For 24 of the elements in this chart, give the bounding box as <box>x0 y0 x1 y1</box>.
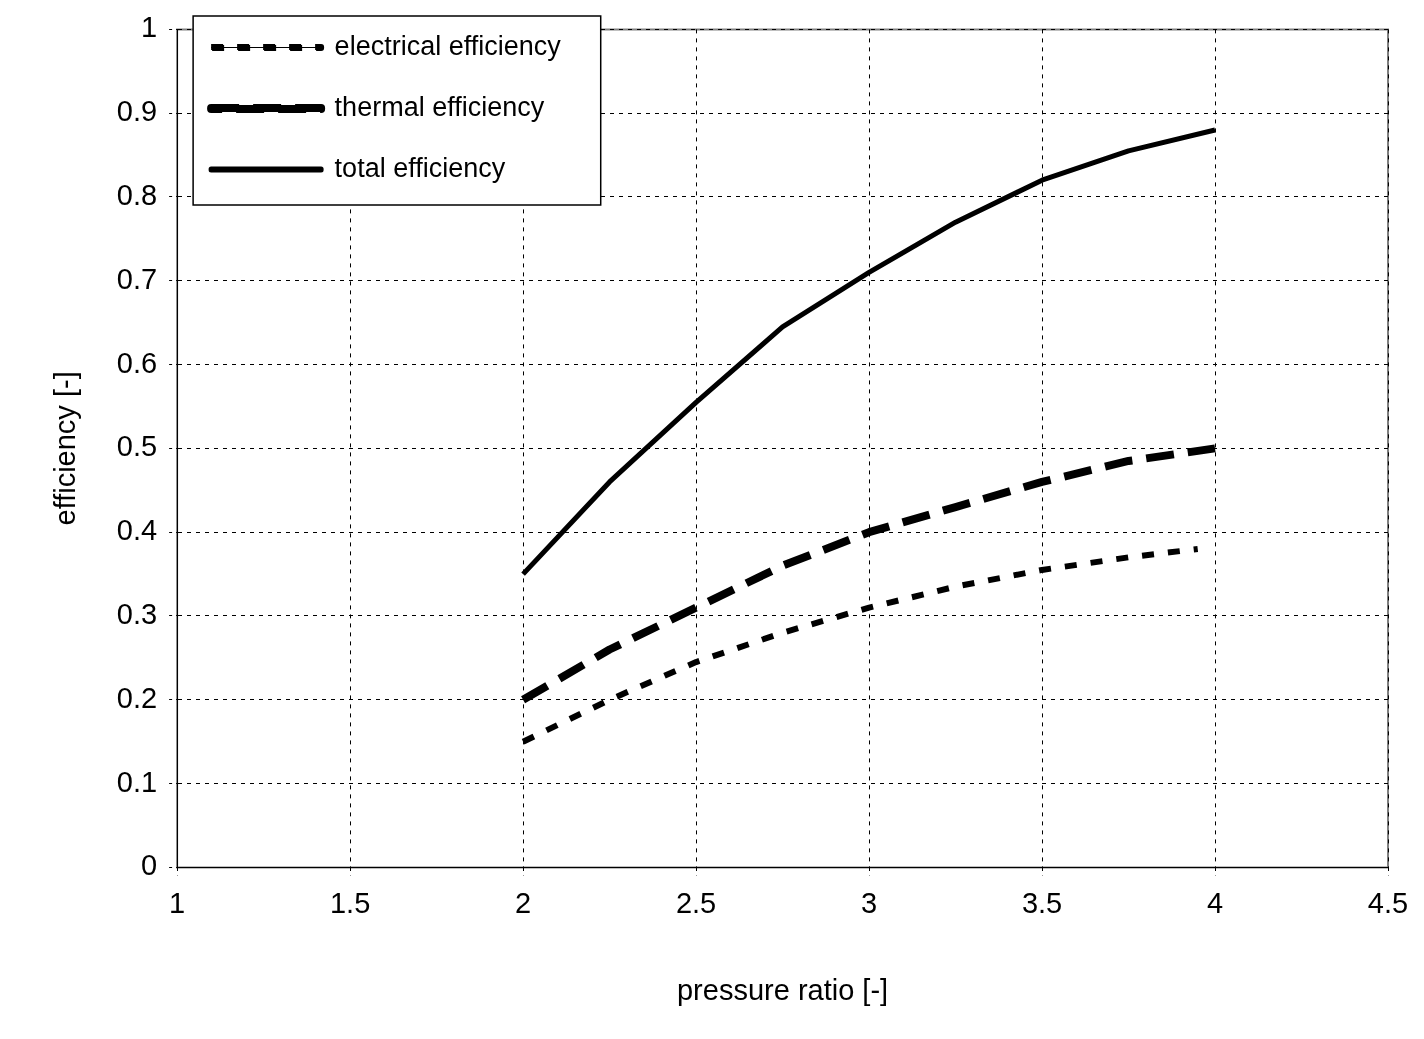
y-tick-label: 0.3 <box>116 598 158 630</box>
x-tick-label: 3.5 <box>1021 886 1063 919</box>
y-tick-label: 0.2 <box>116 681 158 714</box>
x-tick-label: 2.5 <box>675 886 717 919</box>
legend-label: total efficiency <box>334 152 506 183</box>
y-tick-label: 0.1 <box>116 765 158 798</box>
x-tick-label: 4 <box>1206 886 1224 919</box>
x-tick-label: 3 <box>860 886 878 919</box>
y-tick-label: 0.9 <box>116 95 158 128</box>
x-tick-label: 4.5 <box>1367 886 1409 919</box>
x-tick-label: 1.5 <box>329 886 371 919</box>
y-tick-label: 0.4 <box>116 514 158 547</box>
legend-label: electrical efficiency <box>334 30 562 61</box>
legend-label: thermal efficiency <box>334 91 545 122</box>
x-tick-label: 1 <box>169 886 186 919</box>
x-tick-label: 2 <box>515 886 532 919</box>
y-axis-title: efficiency [-] <box>49 371 82 526</box>
y-tick-label: 0.7 <box>116 262 158 295</box>
y-tick-label: 0 <box>140 849 158 882</box>
y-tick-label: 1 <box>140 11 158 44</box>
y-tick-label: 0.8 <box>116 179 158 211</box>
y-tick-label: 0.5 <box>116 430 158 463</box>
x-axis-title: pressure ratio [-] <box>676 973 889 1006</box>
y-tick-label: 0.6 <box>116 346 158 379</box>
